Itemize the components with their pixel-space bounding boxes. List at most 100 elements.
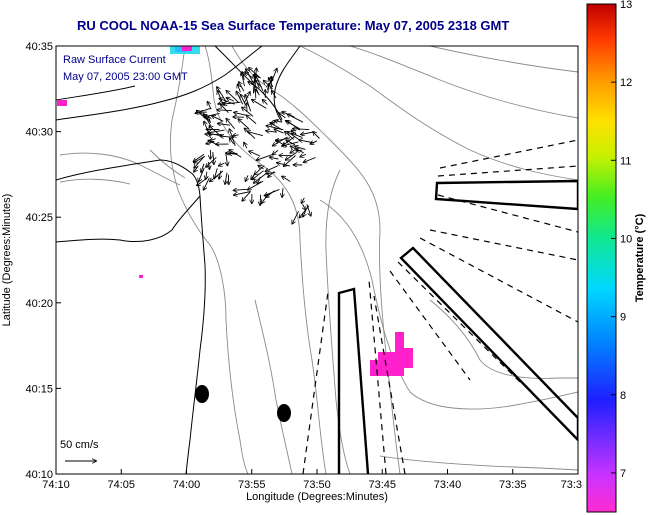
current-vector [248,82,257,87]
current-vector [266,173,276,174]
current-vector [292,210,299,224]
current-vector [282,176,291,182]
current-vector [206,157,217,167]
current-vector [274,121,282,123]
current-vector [245,95,252,112]
current-vectors [193,68,320,224]
current-vector [204,114,211,126]
current-vector [242,107,254,117]
current-vector [219,99,235,105]
x-axis: 74:10 74:05 74:00 73:55 73:50 73:45 73:40 73:35… [42,469,582,491]
x-tick-label: 74:05 [107,479,135,491]
current-vector [284,155,296,167]
buoy-east-marker [277,404,291,422]
current-vector [260,194,261,205]
current-vector [270,157,279,159]
colorbar-tick-label: 10 [620,233,632,245]
current-vector [226,153,238,154]
current-vector [245,175,248,181]
current-vector [286,152,297,160]
current-vector [274,129,284,134]
x-axis-label: Longitude (Degrees:Minutes) [246,491,388,503]
y-tick-label: 40:20 [25,298,53,310]
current-vector [306,204,311,216]
current-vector [263,100,268,105]
y-tick-label: 40:30 [25,127,53,139]
current-vector [217,110,232,111]
x-tick-label: 73:55 [238,479,266,491]
current-vector [193,153,205,161]
current-vector [254,165,265,175]
current-vector [226,152,228,166]
colorbar-ticks: 13 12 11 10 9 8 7 [611,0,632,480]
x-tick-label: 73:45 [368,479,396,491]
x-tick-label: 73:40 [434,479,462,491]
current-vector [241,72,245,87]
current-vector [286,140,296,146]
chart-title: RU COOL NOAA-15 Sea Surface Temperature:… [77,18,509,33]
current-vector [252,100,267,109]
current-vector [230,138,235,145]
current-vector [272,91,277,99]
current-vector [279,113,286,119]
y-axis: 40:35 40:30 40:25 40:20 40:15 40:10 [25,41,61,481]
current-vector [287,114,304,123]
current-vector [256,154,273,161]
current-vector [239,82,245,92]
current-vector [209,133,225,138]
current-vector [218,91,224,106]
colorbar-tick-label: 12 [620,77,632,89]
current-vector [293,129,310,130]
current-vector [212,116,224,122]
legend-line-1: Raw Surface Current [63,54,166,66]
colorbar-label: Temperature (°C) [634,213,646,302]
colorbar [586,3,617,513]
current-vector [282,188,283,197]
x-tick-label: 73:35 [499,479,527,491]
current-vector [233,135,239,136]
x-tick-label: 74:10 [42,479,70,491]
sst-patches [57,46,413,376]
current-vector [268,171,275,177]
current-vector [242,191,251,201]
current-vector [301,197,304,203]
current-vector [295,146,306,150]
colorbar-tick-label: 13 [620,0,632,11]
colorbar-tick-label: 8 [620,390,626,402]
current-vector [266,190,275,198]
current-vector [304,157,316,163]
y-tick-label: 40:15 [25,383,53,395]
current-vector [273,136,288,146]
current-vector [299,140,315,144]
current-vector [210,170,224,182]
current-vector [226,98,235,102]
current-vector [194,165,199,172]
current-vector [300,154,306,157]
legend-line-2: May 07, 2005 23:00 GMT [63,71,188,83]
y-axis-label: Latitude (Degrees:Minutes) [1,194,13,327]
current-vector [226,119,235,130]
current-vector [288,132,300,140]
current-vector [245,72,253,78]
x-tick-label: 73:3 [561,479,582,491]
radar-sectors [302,139,578,474]
coastline [56,46,301,474]
current-vector [290,146,305,154]
current-vector [226,91,240,103]
current-vector [219,163,225,166]
current-vector [238,119,250,130]
current-vector [303,203,306,210]
current-vector [219,170,221,179]
current-vector [209,126,219,135]
current-vector [270,69,277,85]
current-vector [244,143,247,149]
current-vector [268,84,269,93]
buoy-west-marker [195,385,209,403]
current-vector [225,172,227,184]
current-vector [194,156,205,168]
current-vector [299,205,310,218]
current-vector [246,115,257,125]
x-tick-label: 74:00 [173,479,201,491]
current-vector [236,92,244,105]
plot-area [56,46,578,474]
